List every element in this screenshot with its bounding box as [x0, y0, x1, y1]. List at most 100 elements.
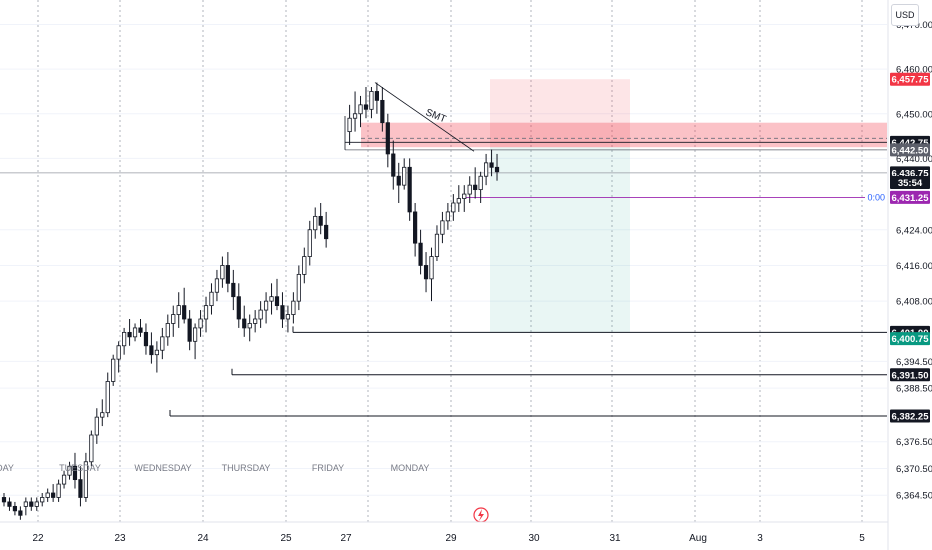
candle	[56, 479, 61, 502]
price-tick-label: 6,424.00	[896, 225, 932, 236]
candle-body-up	[165, 323, 170, 338]
candle-body-up	[253, 318, 258, 324]
candle-body-up	[347, 117, 352, 133]
candle-body-up	[132, 327, 138, 338]
candle	[209, 283, 214, 315]
candle	[307, 220, 312, 266]
candle-body-up	[89, 434, 94, 463]
candle-body-up	[40, 497, 45, 503]
price-tick-label: 6,388.50	[896, 384, 932, 395]
candle	[111, 354, 116, 386]
candle	[7, 497, 12, 511]
candle	[100, 399, 105, 427]
candle	[203, 296, 209, 333]
candle-body-up	[23, 501, 28, 507]
candle-body-up	[83, 461, 88, 498]
candle	[396, 162, 401, 203]
candle	[23, 497, 28, 516]
candle	[122, 327, 127, 355]
candle-body-up	[456, 198, 461, 204]
candle-body-down	[413, 211, 418, 244]
candle-body-up	[258, 309, 263, 320]
candle-body-up	[111, 358, 116, 382]
candle	[220, 256, 225, 288]
candle-body-down	[51, 492, 56, 498]
candle-body-down	[225, 265, 230, 284]
candle	[236, 283, 241, 328]
price-tick-label: 6,460.00	[896, 65, 932, 76]
candle-body-up	[105, 381, 110, 414]
candle	[198, 310, 203, 337]
candle-body-up	[402, 166, 407, 186]
candle	[451, 194, 456, 221]
candle	[138, 319, 143, 337]
day-label: DAY	[0, 463, 14, 473]
candle	[363, 87, 369, 119]
candle	[462, 185, 467, 212]
candle-body-up	[307, 229, 312, 257]
candle	[456, 185, 461, 212]
currency-label[interactable]: USD	[891, 4, 919, 26]
time-tick-label: 23	[114, 533, 126, 544]
candle-body-up	[116, 345, 121, 360]
time-tick-label: 24	[197, 533, 209, 544]
candle	[83, 452, 88, 502]
time-tick-label: 3	[757, 533, 763, 544]
candle	[45, 488, 50, 502]
candle	[280, 292, 285, 328]
time-axis-bg	[0, 522, 932, 550]
candle	[407, 158, 412, 221]
candle-body-down	[182, 305, 187, 320]
price-tick-label: 6,394.50	[896, 357, 932, 368]
candle-body-up	[429, 256, 434, 280]
candle	[429, 247, 434, 302]
candles	[1, 82, 500, 520]
price-badge: 6,400.75	[890, 332, 930, 346]
candle-body-up	[171, 314, 176, 324]
price-tick-label: 6,416.00	[896, 261, 932, 272]
candle	[165, 314, 170, 346]
svg-text:6,431.25: 6,431.25	[892, 193, 930, 204]
candle-body-up	[483, 162, 489, 177]
candle-body-up	[313, 215, 318, 231]
candle-body-up	[100, 412, 105, 418]
candle	[105, 372, 110, 418]
candle-body-down	[187, 318, 192, 342]
candle-body-down	[138, 327, 143, 333]
candle-body-down	[231, 282, 236, 298]
candle	[182, 287, 187, 324]
candle	[116, 341, 121, 373]
price-tick-label: 6,408.00	[896, 297, 932, 308]
candle-body-down	[78, 479, 83, 498]
candle-body-up	[462, 193, 467, 199]
candle-body-down	[418, 242, 423, 266]
smt-label: SMT	[424, 107, 448, 125]
candle-body-up	[302, 256, 307, 275]
candle-body-up	[440, 220, 445, 235]
candle	[225, 252, 230, 293]
price-badge: 35:54	[890, 175, 930, 189]
candle-body-up	[434, 233, 440, 257]
candle-body-down	[143, 331, 149, 347]
stop-loss-zone	[490, 79, 630, 148]
candle	[258, 301, 263, 328]
candle-body-up	[203, 305, 209, 320]
candle-body-up	[291, 300, 296, 315]
svg-text:35:54: 35:54	[898, 178, 923, 189]
candle	[247, 314, 252, 342]
candle-body-up	[192, 327, 198, 342]
price-tick-label: 6,450.00	[896, 109, 932, 120]
candle	[467, 176, 472, 203]
candle	[445, 203, 450, 230]
candle	[40, 493, 45, 507]
candle-body-down	[12, 505, 18, 512]
candle	[423, 252, 429, 293]
candle	[214, 269, 220, 302]
candle-body-up	[176, 305, 181, 315]
candle-body-down	[385, 122, 390, 155]
candle-body-up	[160, 336, 165, 351]
candle	[302, 247, 307, 284]
candle	[374, 82, 380, 114]
